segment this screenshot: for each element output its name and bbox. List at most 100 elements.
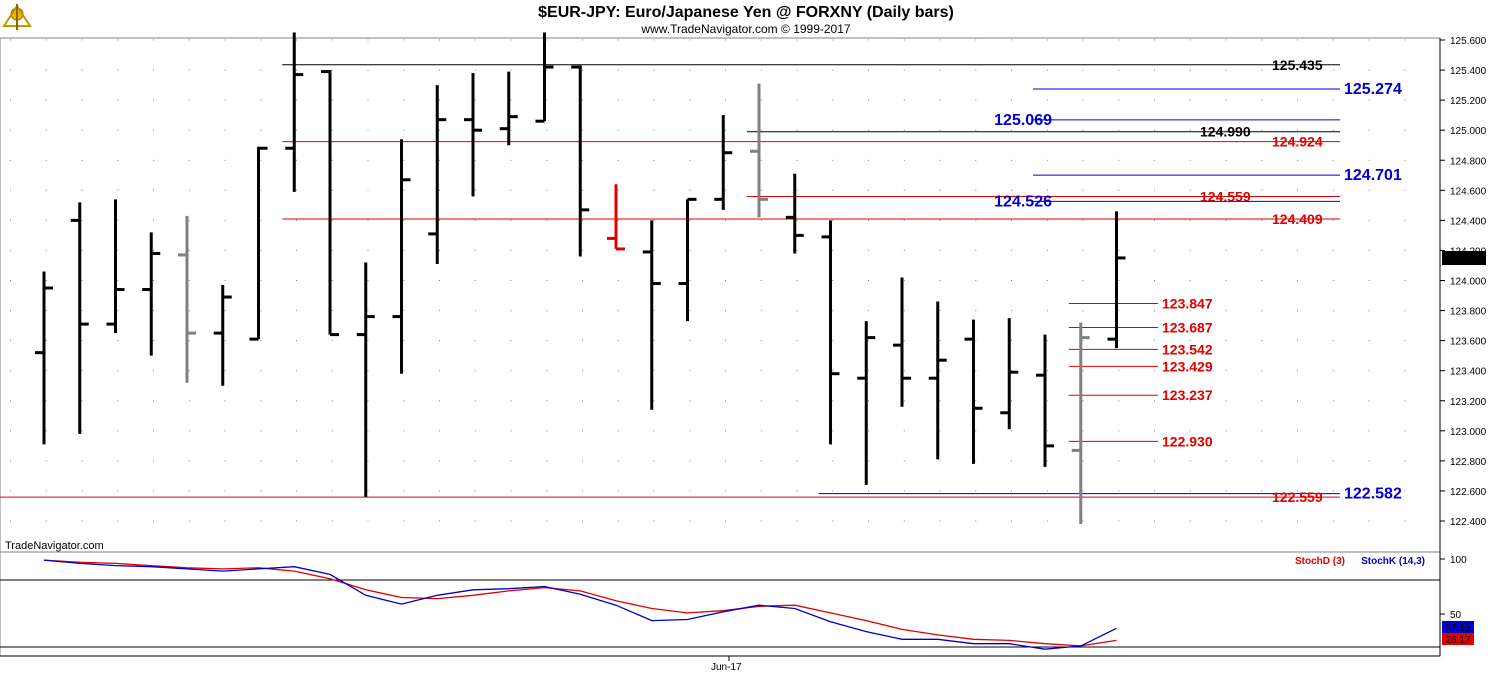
grid-dot: [1225, 159, 1227, 161]
grid-dot: [403, 310, 405, 312]
grid-dot: [868, 490, 869, 492]
grid-dot: [1225, 189, 1227, 191]
grid-dot: [45, 520, 47, 522]
grid-dot: [367, 219, 369, 221]
grid-dot: [367, 249, 369, 251]
grid-dot: [903, 219, 905, 221]
grid-dot: [1189, 370, 1191, 372]
grid-dot: [1261, 99, 1263, 101]
grid-dot: [260, 490, 262, 492]
grid-dot: [1189, 129, 1191, 131]
grid-dot: [81, 189, 83, 191]
grid-dot: [1118, 280, 1120, 281]
grid-dot: [796, 39, 798, 41]
grid-dot: [653, 129, 655, 131]
grid-dot: [510, 189, 512, 191]
grid-dot: [296, 280, 297, 281]
grid-dot: [1261, 280, 1263, 281]
grid-dot: [45, 129, 47, 131]
grid-dot: [1297, 69, 1298, 71]
grid-dot: [1297, 520, 1298, 522]
grid-dot: [1332, 99, 1334, 101]
grid-dot: [653, 400, 655, 402]
grid-dot: [224, 460, 226, 462]
grid-dot: [1011, 310, 1012, 312]
price-level-label: 123.237: [1162, 387, 1213, 403]
grid-dot: [617, 340, 619, 342]
grid-dot: [1225, 280, 1227, 281]
price-tick-label: 123.600: [1450, 337, 1487, 348]
grid-dot: [439, 280, 440, 281]
grid-dot: [725, 520, 726, 522]
grid-dot: [832, 520, 834, 522]
grid-dot: [10, 280, 11, 281]
grid-dot: [45, 490, 47, 492]
grid-dot: [1261, 430, 1263, 432]
grid-dot: [296, 159, 297, 161]
grid-dot: [1011, 159, 1012, 161]
grid-dot: [296, 400, 297, 402]
grid-dot: [403, 189, 405, 191]
grid-dot: [689, 159, 691, 161]
grid-dot: [617, 69, 619, 71]
grid-dot: [224, 400, 226, 402]
grid-dot: [653, 430, 655, 432]
grid-dot: [1368, 400, 1370, 402]
grid-dot: [260, 129, 262, 131]
grid-dot: [1368, 430, 1370, 432]
grid-dot: [1404, 39, 1406, 41]
grid-dot: [439, 430, 440, 432]
grid-dot: [10, 249, 11, 251]
grid-dot: [1297, 159, 1298, 161]
grid-dot: [903, 249, 905, 251]
grid-dot: [1082, 490, 1084, 492]
grid-dot: [975, 99, 977, 101]
price-tick-label: 125.600: [1450, 36, 1487, 47]
grid-dot: [117, 129, 119, 131]
grid-dot: [1082, 249, 1084, 251]
price-level-label: 123.542: [1162, 341, 1213, 357]
grid-dot: [975, 189, 977, 191]
grid-dot: [1189, 189, 1191, 191]
grid-dot: [725, 370, 726, 372]
grid-dot: [832, 69, 834, 71]
grid-dot: [1225, 219, 1227, 221]
price-tick-label: 123.800: [1450, 307, 1487, 318]
grid-dot: [1154, 189, 1155, 191]
grid-dot: [296, 370, 297, 372]
grid-dot: [510, 99, 512, 101]
grid-dot: [439, 219, 440, 221]
grid-dot: [45, 460, 47, 462]
grid-dot: [1404, 99, 1406, 101]
grid-dot: [474, 99, 476, 101]
grid-dot: [188, 310, 190, 312]
grid-dot: [975, 249, 977, 251]
grid-dot: [224, 340, 226, 342]
grid-dot: [1261, 39, 1263, 41]
price-tick-label: 124.600: [1450, 186, 1487, 197]
grid-dot: [1368, 159, 1370, 161]
grid-dot: [760, 430, 762, 432]
grid-dot: [939, 400, 941, 402]
grid-dot: [188, 99, 190, 101]
grid-dot: [367, 430, 369, 432]
grid-dot: [188, 430, 190, 432]
grid-dot: [689, 129, 691, 131]
grid-dot: [796, 340, 798, 342]
tradenavigator-logo-icon: [2, 4, 32, 30]
grid-dot: [868, 249, 869, 251]
price-tick-label: 123.200: [1450, 397, 1487, 408]
stochastic-indicator: 100 50: [0, 555, 1467, 650]
grid-dot: [725, 189, 726, 191]
grid-dot: [1154, 340, 1155, 342]
grid-dot: [617, 99, 619, 101]
grid-dot: [903, 280, 905, 281]
grid-dot: [81, 490, 83, 492]
price-level-label: 125.274: [1344, 81, 1402, 98]
grid-dot: [832, 370, 834, 372]
grid-dot: [689, 99, 691, 101]
grid-dot: [1297, 310, 1298, 312]
grid-dot: [45, 340, 47, 342]
grid-dot: [939, 280, 941, 281]
grid-dot: [1082, 310, 1084, 312]
